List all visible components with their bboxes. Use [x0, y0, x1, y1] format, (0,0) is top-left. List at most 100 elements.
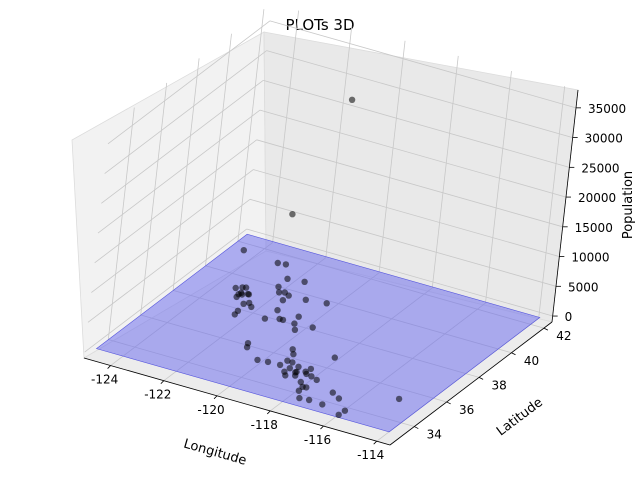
z-gridline [269, 20, 577, 109]
data-point [282, 261, 290, 268]
data-point [303, 384, 310, 391]
z-gridline [101, 80, 264, 204]
x-tick-label: -122 [144, 388, 171, 402]
plane-surface [95, 233, 541, 433]
y-gridline [237, 9, 265, 242]
data-point [293, 368, 300, 376]
data-point [238, 291, 246, 298]
x-tick-mark [160, 380, 165, 384]
z-gridline [259, 109, 567, 198]
x-tick-mark [320, 425, 324, 430]
x-tick-mark [373, 440, 377, 445]
data-point [341, 407, 349, 414]
z-axis-label: Population [621, 171, 636, 239]
data-point [295, 313, 302, 320]
z-gridline [266, 50, 573, 138]
y-tick-label: 38 [491, 378, 506, 392]
y-tick-mark [478, 376, 484, 380]
z-tick-label: 25000 [581, 161, 619, 175]
data-point [309, 324, 316, 331]
scatter-points [231, 96, 403, 418]
x-gridline [538, 86, 566, 319]
x-gridline [325, 25, 353, 258]
z-gridline [107, 20, 271, 145]
data-point [323, 300, 330, 307]
data-point [248, 303, 255, 311]
z-gridline [249, 198, 557, 287]
y-tick-label: 40 [524, 354, 539, 368]
data-point [307, 365, 315, 373]
data-point [254, 356, 261, 364]
y-gridline [205, 33, 232, 266]
data-point [233, 293, 240, 301]
data-point [289, 211, 296, 218]
data-point [335, 411, 342, 418]
data-point [242, 284, 250, 291]
data-point [286, 365, 293, 372]
y-tick-mark [511, 352, 516, 356]
z-tick-label: 35000 [588, 102, 626, 116]
data-point [329, 389, 336, 396]
data-point [243, 344, 251, 351]
x-tick-mark [213, 395, 218, 400]
data-point [275, 283, 282, 290]
data-point [285, 292, 292, 299]
data-point [296, 394, 303, 402]
z-gridline [97, 109, 261, 234]
data-point [305, 396, 313, 404]
data-point [301, 278, 308, 285]
x-tick-label: -124 [91, 373, 118, 387]
data-point [289, 359, 296, 366]
data-point [264, 358, 272, 366]
data-point [276, 361, 284, 369]
data-point [290, 351, 297, 358]
x-tick-mark [107, 365, 111, 369]
data-point [274, 307, 281, 314]
data-point [291, 320, 298, 327]
data-point [335, 395, 343, 402]
z-tick-label: 15000 [575, 221, 613, 235]
y-tick-mark [446, 401, 451, 405]
data-point [232, 284, 239, 292]
x-gridline [378, 40, 406, 273]
data-point [279, 297, 287, 304]
data-point [282, 372, 289, 379]
data-point [291, 326, 299, 333]
x-gridline [431, 55, 459, 289]
x-tick-label: -116 [304, 433, 331, 447]
data-point [240, 300, 247, 307]
data-point [295, 363, 302, 370]
z-tick-label: 30000 [585, 132, 623, 146]
data-point [331, 354, 338, 361]
x-axis-line [83, 357, 391, 446]
data-point [284, 275, 291, 282]
x-tick-mark [266, 410, 271, 415]
z-gridline [94, 139, 257, 264]
y-gridline [107, 107, 135, 340]
data-point [348, 96, 356, 104]
y-axis-line [389, 321, 553, 446]
y-tick-label: 34 [427, 428, 442, 442]
data-point [297, 378, 304, 386]
z-gridline [87, 198, 251, 323]
z-tick-label: 20000 [578, 191, 616, 205]
data-point [240, 247, 247, 254]
y-gridline [172, 58, 200, 291]
x-tick-label: -118 [251, 418, 278, 432]
data-point [276, 315, 283, 323]
z-gridline [256, 139, 563, 228]
x-tick-label: -114 [357, 448, 384, 462]
x-axis-label: Longitude [182, 437, 248, 469]
data-point [274, 259, 281, 267]
y-tick-mark [414, 426, 419, 429]
z-gridline [263, 79, 570, 168]
z-gridline [246, 228, 553, 317]
data-point [303, 370, 310, 378]
data-point [302, 296, 309, 303]
y-gridline [140, 82, 168, 315]
data-point [395, 395, 403, 403]
y-tick-label: 42 [556, 329, 571, 343]
data-point [231, 311, 238, 318]
data-point [319, 401, 326, 408]
data-point [308, 373, 315, 380]
